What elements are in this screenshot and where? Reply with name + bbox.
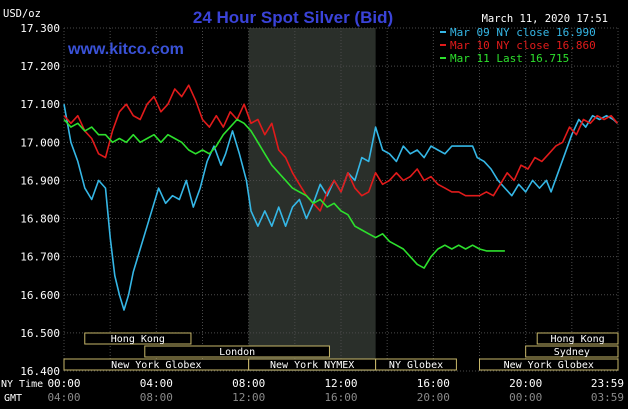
y-tick-label: 16.900: [20, 174, 60, 187]
x-axis-label-gmt: GMT: [4, 393, 22, 404]
market-label: Hong Kong: [551, 334, 605, 345]
x-tick-label-ny: 12:00: [324, 377, 357, 390]
y-tick-label: 17.200: [20, 60, 60, 73]
shaded-session: [248, 28, 376, 371]
y-tick-labels: 17.300 17.200 17.100 17.000 16.900 16.800 16.7…: [20, 22, 60, 378]
x-tick-label-ny: 16:00: [417, 377, 450, 390]
series-line-1: [63, 104, 619, 311]
market-label: Hong Kong: [111, 334, 165, 345]
market-label: New York Globex: [111, 360, 201, 371]
chart-title: 24 Hour Spot Silver (Bid): [193, 8, 393, 27]
legend-entry: Mar 10 NY close 16.860: [450, 39, 596, 52]
y-tick-label: 16.700: [20, 251, 60, 264]
x-tick-label-gmt: 08:00: [140, 391, 173, 404]
market-label: London: [219, 347, 255, 358]
shaded-session-layer: [248, 28, 376, 371]
x-tick-label-ny: 23:59: [591, 377, 624, 390]
x-tick-label-ny: 08:00: [232, 377, 265, 390]
date-label: March 11, 2020 17:51: [482, 13, 608, 25]
market-box: [479, 358, 619, 371]
x-tick-label-gmt: 20:00: [417, 391, 450, 404]
market-box: [144, 345, 330, 358]
watermark: www.kitco.com: [67, 41, 184, 58]
market-box: [536, 332, 619, 345]
series-line-2: [63, 84, 619, 212]
y-tick-label: 16.800: [20, 213, 60, 226]
market-box: [525, 345, 619, 358]
y-tick-label: 17.000: [20, 136, 60, 149]
y-tick-label: 17.300: [20, 22, 60, 35]
series-line-3: [63, 118, 505, 269]
market-label: NY Globex: [389, 360, 443, 371]
legend-entry: Mar 11 Last 16.715: [450, 52, 569, 65]
x-tick-label-gmt: 04:00: [47, 391, 80, 404]
x-tick-label-gmt: 00:00: [509, 391, 542, 404]
unit-label: USD/oz: [3, 8, 41, 20]
grid-layer: [63, 27, 619, 372]
y-tick-label: 17.100: [20, 98, 60, 111]
market-label: Sydney: [554, 347, 590, 358]
y-tick-label: 16.600: [20, 289, 60, 302]
x-tick-label-ny: 20:00: [509, 377, 542, 390]
x-tick-label-ny: 00:00: [47, 377, 80, 390]
x-tick-labels: 00:0004:0004:0008:0008:0012:0012:0016:00…: [47, 377, 624, 404]
market-label: New York NYMEX: [270, 360, 354, 371]
x-tick-label-gmt: 12:00: [232, 391, 265, 404]
market-box: [84, 332, 192, 345]
y-tick-label: 16.500: [20, 327, 60, 340]
y-tick-label: 16.400: [20, 365, 60, 378]
x-tick-label-gmt: 03:59: [591, 391, 624, 404]
x-axis-label-ny: NY Time: [1, 379, 43, 390]
market-label: New York Globex: [504, 360, 594, 371]
x-tick-label-ny: 04:00: [140, 377, 173, 390]
market-box: [375, 358, 457, 371]
legend-entry: Mar 09 NY close 16.990: [450, 26, 596, 39]
x-tick-label-gmt: 16:00: [324, 391, 357, 404]
market-sessions: Hong Kong Hong Kong London Sydney New York G…: [63, 332, 619, 371]
series-layer: [63, 84, 619, 311]
